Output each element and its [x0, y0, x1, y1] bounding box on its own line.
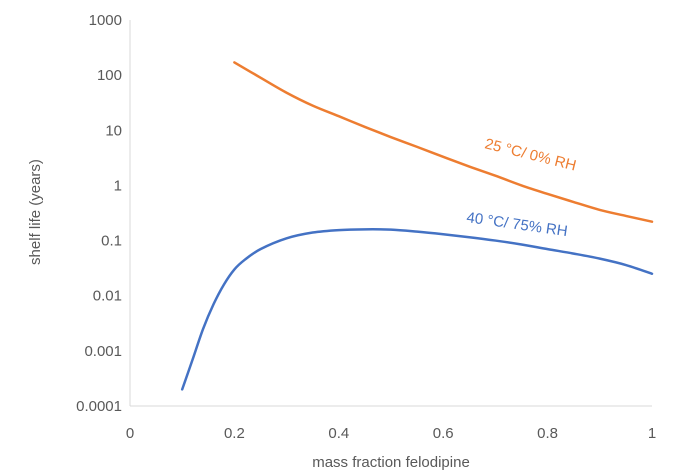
y-tick-label: 0.01	[93, 288, 122, 305]
x-tick-label: 0	[126, 425, 134, 442]
x-axis-title: mass fraction felodipine	[312, 454, 470, 471]
y-tick-label: 0.0001	[76, 398, 122, 415]
x-tick-labels: 0 0.2 0.4 0.6 0.8 1	[126, 425, 656, 442]
series-label-25c-0rh: 25 °C/ 0% RH	[483, 135, 578, 174]
axes	[129, 20, 652, 407]
y-tick-label: 1000	[89, 12, 122, 29]
x-tick-label: 0.6	[433, 425, 454, 442]
y-tick-label: 10	[105, 122, 122, 139]
y-axis-title: shelf life (years)	[27, 159, 44, 265]
x-tick-label: 0.4	[328, 425, 349, 442]
y-tick-label: 1	[114, 177, 122, 194]
y-tick-label: 0.1	[101, 233, 122, 250]
y-tick-label: 0.001	[84, 343, 122, 360]
x-tick-label: 1	[648, 425, 656, 442]
series-label-40c-75rh: 40 °C/ 75% RH	[465, 209, 568, 240]
y-tick-label: 100	[97, 67, 122, 84]
y-tick-labels: 1000 100 10 1 0.1 0.01 0.001 0.0001	[76, 12, 122, 415]
series-line-1	[180, 228, 654, 391]
series-lines	[180, 61, 654, 391]
series-line-0	[233, 61, 654, 223]
x-tick-label: 0.2	[224, 425, 245, 442]
x-tick-label: 0.8	[537, 425, 558, 442]
